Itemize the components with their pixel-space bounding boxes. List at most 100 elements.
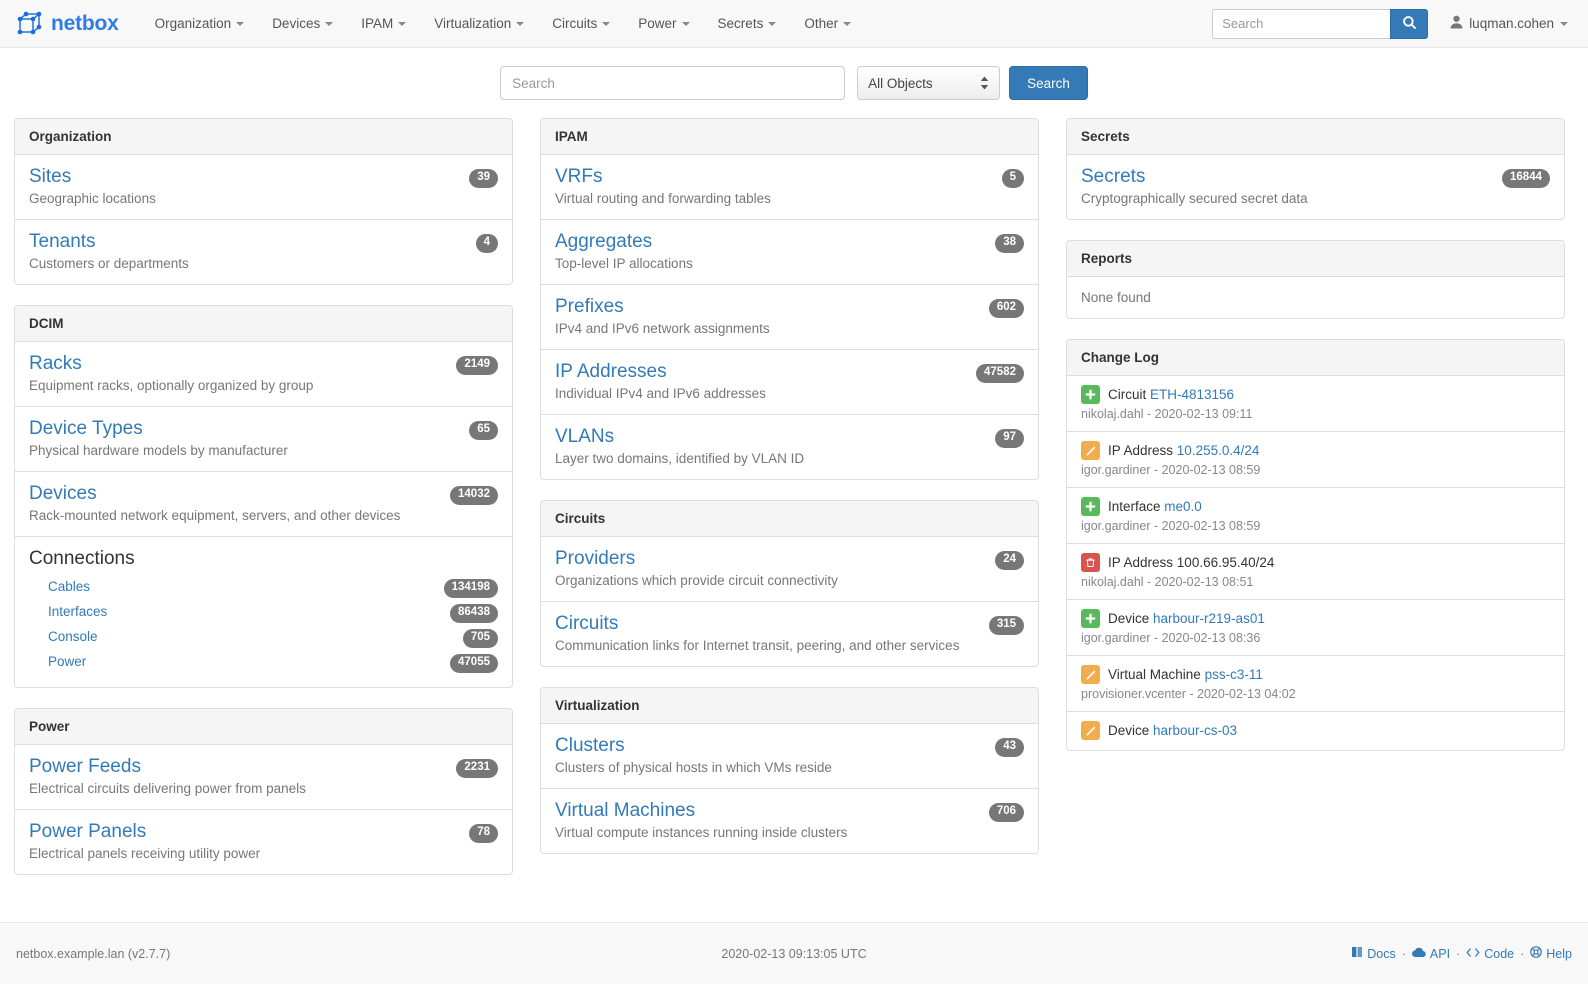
change-log-object-name[interactable]: harbour-cs-03 xyxy=(1153,723,1238,738)
change-log-entry-meta: nikolaj.dahl - 2020-02-13 09:11 xyxy=(1081,407,1253,421)
search-input[interactable] xyxy=(500,66,846,100)
link-devices[interactable]: Devices xyxy=(29,483,97,504)
change-log-entry: Circuit ETH-4813156 nikolaj.dahl - 2020-0… xyxy=(1067,376,1564,432)
book-icon xyxy=(1351,946,1363,961)
list-item[interactable]: Power 47055 xyxy=(29,649,498,674)
nav-item-circuits[interactable]: Circuits xyxy=(538,8,624,39)
link-tenants[interactable]: Tenants xyxy=(29,231,96,252)
list-item[interactable]: IP Addresses Individual IPv4 and IPv6 ad… xyxy=(541,350,1038,415)
navbar-search-button[interactable] xyxy=(1390,8,1429,39)
nav-item-virtualization[interactable]: Virtualization xyxy=(420,8,538,39)
link-clusters[interactable]: Clusters xyxy=(555,735,625,756)
list-item[interactable]: Console 705 xyxy=(29,624,498,649)
link-vrfs[interactable]: VRFs xyxy=(555,166,603,187)
list-item[interactable]: Interfaces 86438 xyxy=(29,599,498,624)
footer-link-code[interactable]: Code xyxy=(1466,947,1514,961)
link-providers[interactable]: Providers xyxy=(555,548,636,569)
link-sites[interactable]: Sites xyxy=(29,166,72,187)
change-log-object-name[interactable]: me0.0 xyxy=(1164,499,1202,514)
panel-title: Change Log xyxy=(1067,340,1564,376)
nav-label: IPAM xyxy=(361,16,394,31)
link-prefixes[interactable]: Prefixes xyxy=(555,296,624,317)
item-description: Electrical circuits delivering power fro… xyxy=(29,781,306,796)
list-item[interactable]: Power Feeds Electrical circuits deliveri… xyxy=(15,745,512,810)
list-item[interactable]: VRFs Virtual routing and forwarding tabl… xyxy=(541,155,1038,220)
panel-circuits: Circuits Providers Organizations which p… xyxy=(540,500,1039,667)
panel-virtualization: Virtualization Clusters Clusters of phys… xyxy=(540,687,1039,854)
nav-item-secrets[interactable]: Secrets xyxy=(704,8,791,39)
change-log-object-name[interactable]: harbour-r219-as01 xyxy=(1153,611,1265,626)
link-virtual-machines[interactable]: Virtual Machines xyxy=(555,800,696,821)
list-item[interactable]: Providers Organizations which provide ci… xyxy=(541,537,1038,602)
nav-item-ipam[interactable]: IPAM xyxy=(347,8,420,39)
change-log-entry-meta: igor.gardiner - 2020-02-13 08:59 xyxy=(1081,463,1261,477)
link-interfaces[interactable]: Interfaces xyxy=(48,604,108,619)
list-item[interactable]: Sites Geographic locations 39 xyxy=(15,155,512,220)
panel-title: IPAM xyxy=(541,119,1038,155)
connections-title: Connections xyxy=(29,548,135,569)
brand-link[interactable]: netbox xyxy=(14,10,119,38)
navbar-search-form xyxy=(1212,8,1429,39)
link-ip-addresses[interactable]: IP Addresses xyxy=(555,361,667,382)
nav-item-devices[interactable]: Devices xyxy=(258,8,347,39)
create-action-icon xyxy=(1081,497,1100,516)
list-item[interactable]: Devices Rack-mounted network equipment, … xyxy=(15,472,512,537)
list-item[interactable]: Virtual Machines Virtual compute instanc… xyxy=(541,789,1038,853)
list-item[interactable]: Circuits Communication links for Interne… xyxy=(541,602,1038,666)
list-item[interactable]: Power Panels Electrical panels receiving… xyxy=(15,810,512,874)
link-secrets[interactable]: Secrets xyxy=(1081,166,1146,187)
column-left: Organization Sites Geographic locations … xyxy=(14,118,513,895)
change-log-entry-meta: igor.gardiner - 2020-02-13 08:36 xyxy=(1081,631,1261,645)
footer-link-docs[interactable]: Docs xyxy=(1351,946,1396,961)
panel-item-list: Clusters Clusters of physical hosts in w… xyxy=(541,724,1038,853)
list-item[interactable]: Device Types Physical hardware models by… xyxy=(15,407,512,472)
list-item[interactable]: Aggregates Top-level IP allocations 38 xyxy=(541,220,1038,285)
link-device-types[interactable]: Device Types xyxy=(29,418,143,439)
change-log-object-name[interactable]: ETH-4813156 xyxy=(1150,387,1235,402)
footer-link-help[interactable]: Help xyxy=(1530,946,1572,961)
change-log-entry-meta: nikolaj.dahl - 2020-02-13 08:51 xyxy=(1081,575,1254,589)
select-spinner-icon xyxy=(980,76,989,90)
status-badge: 24 xyxy=(995,551,1024,570)
change-log-object-type: Interface me0.0 xyxy=(1108,499,1202,514)
change-log-object-type: IP Address 100.66.95.40/24 xyxy=(1108,555,1275,570)
link-racks[interactable]: Racks xyxy=(29,353,82,374)
list-item[interactable]: VLANs Layer two domains, identified by V… xyxy=(541,415,1038,479)
link-cables[interactable]: Cables xyxy=(48,579,91,594)
change-log-entry: IP Address 100.66.95.40/24 nikolaj.dahl -… xyxy=(1067,544,1564,600)
list-item[interactable]: Clusters Clusters of physical hosts in w… xyxy=(541,724,1038,789)
footer-host: netbox.example.lan (v2.7.7) xyxy=(16,946,171,961)
item-description: Equipment racks, optionally organized by… xyxy=(29,378,314,393)
status-badge: 315 xyxy=(988,616,1024,635)
nav-item-power[interactable]: Power xyxy=(624,8,703,39)
list-item[interactable]: Prefixes IPv4 and IPv6 network assignmen… xyxy=(541,285,1038,350)
navbar-search-input[interactable] xyxy=(1212,8,1391,39)
change-log-object-name[interactable]: pss-c3-11 xyxy=(1204,667,1263,682)
user-menu[interactable]: luqman.cohen xyxy=(1450,15,1574,32)
list-item[interactable]: Tenants Customers or departments 4 xyxy=(15,220,512,284)
change-log-object-name[interactable]: 10.255.0.4/24 xyxy=(1176,443,1260,458)
item-description: Individual IPv4 and IPv6 addresses xyxy=(555,386,766,401)
change-log-object-type: Circuit ETH-4813156 xyxy=(1108,387,1235,402)
footer-separator: · xyxy=(1520,946,1525,961)
search-submit-button[interactable]: Search xyxy=(1009,66,1088,100)
link-power-connections[interactable]: Power xyxy=(48,654,87,669)
nav-item-other[interactable]: Other xyxy=(790,8,865,39)
link-power-panels[interactable]: Power Panels xyxy=(29,821,147,842)
list-item[interactable]: Racks Equipment racks, optionally organi… xyxy=(15,342,512,407)
status-badge: 705 xyxy=(462,629,498,648)
link-vlans[interactable]: VLANs xyxy=(555,426,615,447)
link-power-feeds[interactable]: Power Feeds xyxy=(29,756,141,777)
list-item[interactable]: Secrets Cryptographically secured secret… xyxy=(1067,155,1564,219)
link-circuits[interactable]: Circuits xyxy=(555,613,619,634)
chevron-down-icon xyxy=(681,21,690,26)
chevron-down-icon xyxy=(1560,21,1568,26)
footer-link-api[interactable]: API xyxy=(1411,947,1450,961)
nav-item-organization[interactable]: Organization xyxy=(141,8,259,39)
search-scope-select[interactable]: All Objects xyxy=(857,66,1001,100)
chevron-down-icon xyxy=(398,21,407,26)
list-item[interactable]: Cables 134198 xyxy=(29,574,498,599)
nav-label: Devices xyxy=(272,16,321,31)
link-console[interactable]: Console xyxy=(48,629,98,644)
link-aggregates[interactable]: Aggregates xyxy=(555,231,653,252)
